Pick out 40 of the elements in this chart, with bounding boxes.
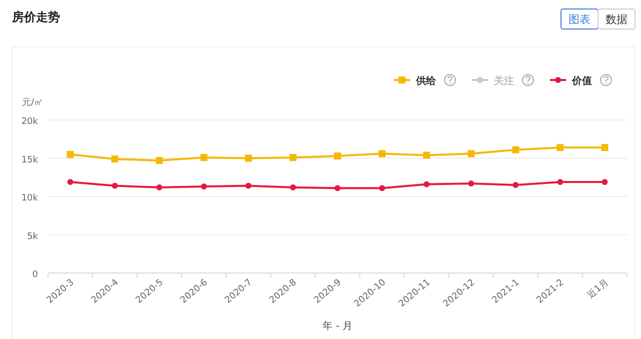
point <box>67 178 74 185</box>
point <box>512 182 519 188</box>
point <box>602 178 608 185</box>
point <box>290 184 296 190</box>
point <box>378 150 386 158</box>
point <box>156 184 162 190</box>
point <box>468 180 474 186</box>
point <box>334 185 340 192</box>
point <box>200 184 207 190</box>
y-tick-label: 0 <box>32 270 38 280</box>
x-axis-title: 年 - 月 <box>322 320 352 332</box>
point <box>112 182 118 189</box>
text: 数据 <box>606 13 628 26</box>
point <box>512 146 520 154</box>
point <box>424 181 430 188</box>
legend-label: 价值 <box>571 75 592 87</box>
point <box>601 144 608 152</box>
y-tick-label: 20k <box>21 117 39 127</box>
legend-label: 关注 <box>493 75 514 87</box>
point <box>468 150 475 158</box>
y-tick-label: 15k <box>21 155 39 166</box>
point <box>557 178 564 185</box>
text: 图表 <box>568 13 590 26</box>
point <box>244 154 252 162</box>
y-tick-label: 5k <box>27 232 39 242</box>
legend-label: 供给 <box>415 75 437 87</box>
point <box>66 150 74 158</box>
point <box>379 185 386 192</box>
y-tick-label: 10k <box>21 194 39 204</box>
point <box>334 152 341 160</box>
point <box>156 157 163 164</box>
y-axis-title: 元/㎡ <box>22 97 44 108</box>
point <box>111 156 118 163</box>
point <box>289 154 296 161</box>
point <box>423 152 430 159</box>
point <box>556 144 564 152</box>
point <box>245 182 252 189</box>
x-tick-label: 近1月 <box>585 276 611 301</box>
chart-title: 房价走势 <box>11 10 60 24</box>
point <box>200 154 208 161</box>
